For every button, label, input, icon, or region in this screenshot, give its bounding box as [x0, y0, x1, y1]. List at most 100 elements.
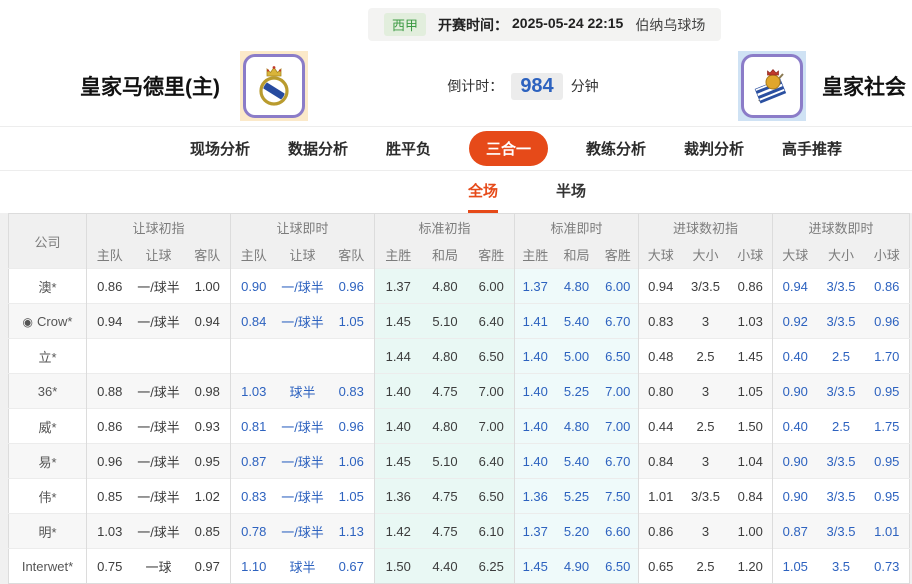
- company-cell[interactable]: 36*: [8, 373, 87, 409]
- group-header-std_init: 标准初指: [374, 213, 515, 241]
- odds-cell: 0.78: [230, 513, 277, 549]
- odds-cell: 0.40: [772, 408, 818, 444]
- company-name: 易*: [38, 454, 57, 470]
- col-header: 和局: [421, 241, 469, 269]
- odds-cell: 4.80: [555, 408, 598, 444]
- odds-cell: 0.92: [772, 303, 818, 339]
- odds-cell: 6.70: [597, 303, 639, 339]
- odds-cell: 0.96: [328, 268, 375, 304]
- odds-cell: 0.96: [328, 408, 375, 444]
- company-name: 伟*: [38, 489, 57, 505]
- odds-cell: 7.50: [597, 478, 639, 514]
- odds-cell: 0.95: [184, 443, 231, 479]
- odds-cell: 2.5: [682, 548, 729, 584]
- subtabs: 全场 半场: [0, 171, 912, 213]
- company-name: 明*: [38, 524, 57, 540]
- subtab-half-match[interactable]: 半场: [556, 183, 587, 200]
- header-group-row: 公司 让球初指 让球即时 标准初指 标准即时 进球数初指 进球数即时: [8, 213, 910, 269]
- away-team: 皇家社会: [738, 51, 912, 121]
- top-bar: 西甲 开赛时间： 2025-05-24 22:15 伯纳乌球场: [0, 0, 912, 46]
- odds-cell: 1.44: [374, 338, 422, 374]
- group-header-rang_live: 让球即时: [230, 213, 375, 241]
- odds-cell: 1.03: [230, 373, 277, 409]
- odds-cell: 0.90: [772, 443, 818, 479]
- odds-cell: 5.20: [555, 513, 598, 549]
- nav-tab-data-analysis[interactable]: 数据分析: [287, 141, 348, 158]
- subtab-full-match[interactable]: 全场: [467, 171, 498, 213]
- group-header-goals_live: 进球数即时: [772, 213, 910, 241]
- company-cell[interactable]: 明*: [8, 513, 87, 549]
- company-name: 澳*: [38, 279, 57, 295]
- odds-cell: 6.00: [597, 268, 639, 304]
- company-cell[interactable]: 威*: [8, 408, 87, 444]
- odds-cell: 1.45: [374, 303, 422, 339]
- odds-cell: 球半: [276, 548, 329, 584]
- odds-cell: 0.86: [86, 268, 133, 304]
- company-cell[interactable]: ◉ Crow*: [8, 303, 87, 339]
- company-cell[interactable]: 易*: [8, 443, 87, 479]
- company-cell[interactable]: 立*: [8, 338, 87, 374]
- odds-cell: 0.84: [728, 478, 773, 514]
- odds-table: 公司 让球初指 让球即时 标准初指 标准即时 进球数初指 进球数即时 主队 让球 客队 主队 让球…: [8, 213, 911, 584]
- nav-tab-three-in-one[interactable]: 三合一: [468, 131, 548, 166]
- odds-table-section: 公司 让球初指 让球即时 标准初指 标准即时 进球数初指 进球数即时 主队 让球 客队 主队 让球…: [0, 213, 912, 584]
- odds-cell: 7.00: [468, 408, 515, 444]
- odds-cell: 1.05: [328, 303, 375, 339]
- nav-tab-win-draw-lose[interactable]: 胜平负: [385, 141, 431, 158]
- odds-cell: 3/3.5: [817, 513, 865, 549]
- odds-cell: 0.44: [638, 408, 683, 444]
- venue: 伯纳乌球场: [635, 16, 706, 33]
- col-header: 小球: [864, 241, 910, 269]
- company-cell[interactable]: 伟*: [8, 478, 87, 514]
- odds-cell: 1.37: [514, 268, 556, 304]
- odds-cell: 5.10: [421, 303, 469, 339]
- odds-cell: 7.00: [468, 373, 515, 409]
- odds-cell: 0.94: [772, 268, 818, 304]
- nav-tab-expert-picks[interactable]: 高手推荐: [782, 141, 843, 158]
- company-name: Interwet*: [21, 558, 74, 574]
- odds-cell: 一/球半: [132, 408, 185, 444]
- odds-cell: 0.81: [230, 408, 277, 444]
- odds-cell: [328, 338, 375, 374]
- odds-cell: 6.40: [468, 443, 515, 479]
- odds-cell: 0.95: [864, 478, 910, 514]
- odds-cell: 0.48: [638, 338, 683, 374]
- nav-tab-referee-analysis[interactable]: 裁判分析: [684, 141, 745, 158]
- odds-cell: 4.80: [555, 268, 598, 304]
- odds-cell: 1.45: [728, 338, 773, 374]
- nav-tab-live-analysis[interactable]: 现场分析: [189, 141, 250, 158]
- nav-tab-coach-analysis[interactable]: 教练分析: [586, 141, 647, 158]
- countdown-value: 984: [511, 72, 563, 100]
- odds-cell: 0.90: [772, 373, 818, 409]
- odds-cell: 0.40: [772, 338, 818, 374]
- odds-cell: 4.75: [421, 373, 469, 409]
- odds-cell: 1.40: [374, 408, 422, 444]
- table-row: 威* 0.86 一/球半 0.93 0.81 一/球半 0.96 1.40 4.80 7.00 1.…: [8, 408, 910, 444]
- odds-cell: 3/3.5: [817, 268, 865, 304]
- odds-cell: 0.67: [328, 548, 375, 584]
- company-cell[interactable]: 澳*: [8, 268, 87, 304]
- odds-cell: 1.37: [374, 268, 422, 304]
- company-name: 立*: [38, 349, 57, 365]
- col-header: 客胜: [597, 241, 639, 269]
- odds-cell: 0.86: [864, 268, 910, 304]
- odds-cell: 3.5: [817, 548, 865, 584]
- col-header: 客队: [328, 241, 375, 269]
- countdown: 倒计时： 984 分钟: [308, 72, 738, 100]
- odds-cell: 4.40: [421, 548, 469, 584]
- odds-cell: 一/球半: [276, 303, 329, 339]
- odds-cell: 1.06: [328, 443, 375, 479]
- header-cols-row: 主队 让球 客队 主队 让球 客队 主胜 和局 客胜 主胜 和局 客胜 大球 大小 小球 大球 大小 小球: [9, 241, 910, 269]
- odds-cell: 1.00: [728, 513, 773, 549]
- odds-cell: 1.50: [374, 548, 422, 584]
- odds-cell: 4.80: [421, 408, 469, 444]
- company-name: 36*: [37, 383, 58, 399]
- odds-cell: 1.40: [514, 443, 556, 479]
- soccer-ball-icon: ◉: [22, 314, 34, 329]
- odds-cell: 6.40: [468, 303, 515, 339]
- company-cell[interactable]: Interwet*: [8, 548, 87, 584]
- odds-cell: 0.94: [86, 303, 133, 339]
- odds-cell: 1.13: [328, 513, 375, 549]
- odds-cell: 一/球半: [132, 303, 185, 339]
- odds-cell: 0.83: [638, 303, 683, 339]
